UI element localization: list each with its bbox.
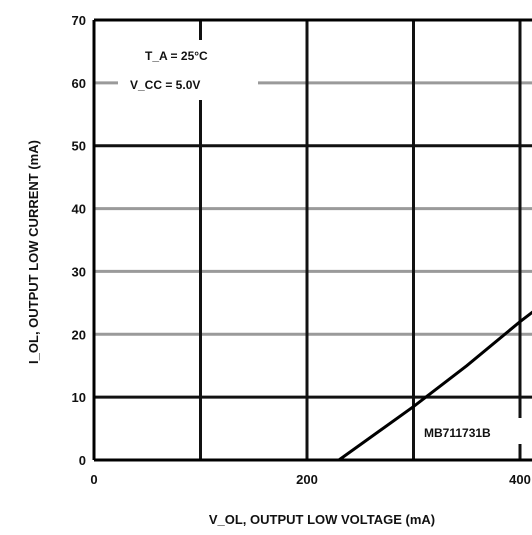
y-tick-label: 20: [72, 327, 86, 342]
y-tick-label: 40: [72, 202, 86, 217]
y-axis-title: I_OL, OUTPUT LOW CURRENT (mA): [26, 140, 41, 364]
y-tick-label: 0: [79, 453, 86, 468]
x-tick-label: 0: [90, 472, 97, 487]
y-tick-label: 60: [72, 76, 86, 91]
tick-labels: 0200400600010203040506070: [72, 13, 531, 487]
y-tick-label: 10: [72, 390, 86, 405]
conditions-box: [118, 40, 258, 100]
x-axis-title: V_OL, OUTPUT LOW VOLTAGE (mA): [209, 512, 435, 527]
figure-code-box: [416, 418, 532, 444]
curve-layer: [338, 310, 532, 462]
condition-vcc: V_CC = 5.0V: [130, 78, 200, 92]
y-tick-label: 70: [72, 13, 86, 28]
y-tick-label: 50: [72, 139, 86, 154]
series-line: [338, 310, 532, 462]
y-tick-label: 30: [72, 264, 86, 279]
x-tick-label: 400: [509, 472, 531, 487]
figure-code: MB711731B: [424, 426, 491, 440]
x-tick-label: 200: [296, 472, 318, 487]
condition-ta: T_A = 25°C: [145, 49, 208, 63]
